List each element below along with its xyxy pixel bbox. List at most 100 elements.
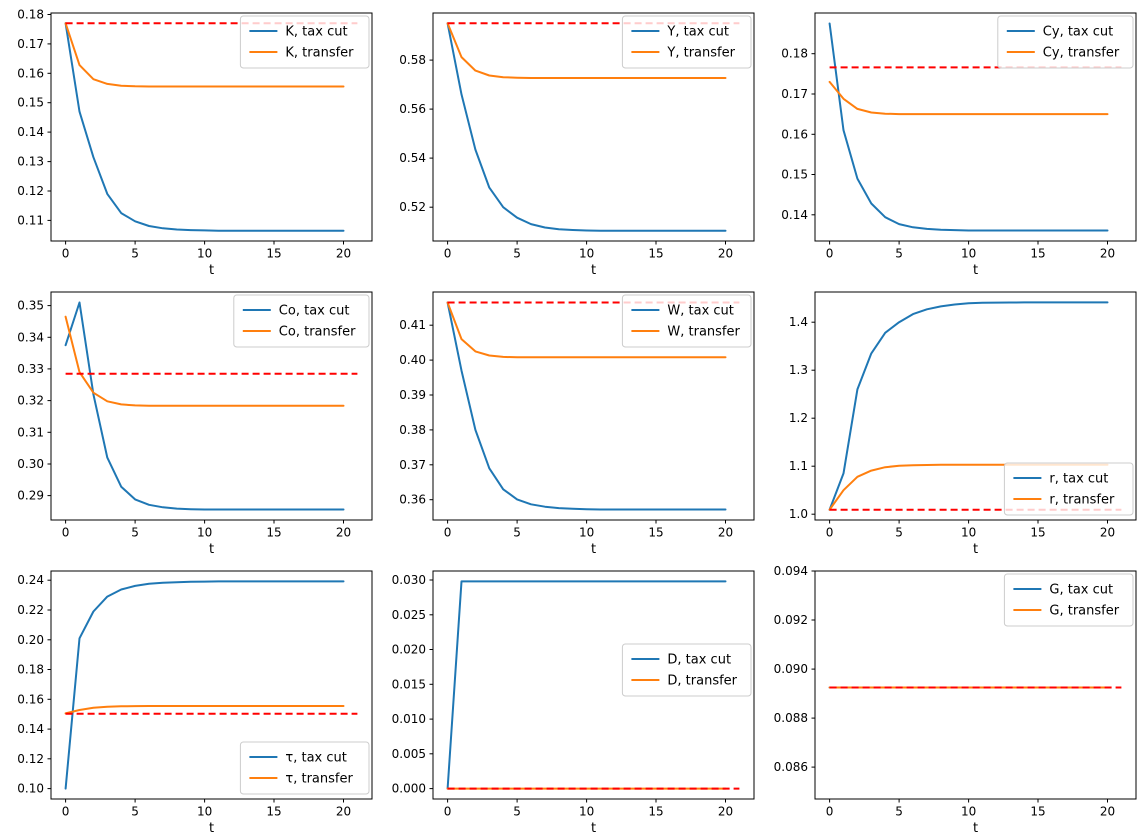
chart-r: 0 5 10 15 20 1.0 1.1 1.2 1.3 1.4 t r, tax cut r, tra…: [789, 291, 1137, 557]
series-line: [64, 22, 345, 232]
y-tick-label: 0.22: [17, 603, 44, 617]
x-tick-label: 0: [826, 526, 834, 540]
x-axis-label: t: [591, 263, 596, 278]
y-tick-label: 0.025: [392, 608, 426, 622]
chart-g: 0 5 10 15 20 0.086 0.088 0.090 0.092 0.094 t G, tax…: [774, 564, 1137, 836]
x-tick-label: 5: [513, 805, 521, 819]
legend-label: K, transfer: [285, 46, 354, 61]
legend: Y, tax cut Y, transfer: [621, 15, 752, 69]
y-tick-label: 0.14: [17, 722, 44, 736]
x-tick-label: 0: [826, 805, 834, 819]
x-tick-label: 10: [579, 526, 594, 540]
x-tick-label: 15: [1030, 247, 1045, 261]
legend-label: D, tax cut: [667, 653, 731, 668]
y-tick-label: 0.18: [17, 8, 44, 22]
y-tick-label: 0.12: [17, 752, 44, 766]
y-tick-label: 0.33: [17, 362, 44, 376]
x-tick-label: 5: [131, 805, 139, 819]
x-tick-label: 0: [62, 526, 70, 540]
y-tick-label: 0.30: [17, 457, 44, 471]
x-tick-label: 15: [266, 526, 281, 540]
legend-label: Y, tax cut: [666, 25, 729, 40]
y-tick-label: 0.34: [17, 330, 44, 344]
x-tick-label: 5: [131, 526, 139, 540]
y-tick-label: 0.094: [774, 564, 808, 578]
series-line: [446, 22, 727, 79]
series-line: [64, 301, 345, 511]
legend-label: G, transfer: [1049, 604, 1119, 619]
x-tick-label: 10: [961, 805, 976, 819]
subplot-y: 0 5 10 15 20 0.52 0.54 0.56 0.58 t Y, tax cut Y, tr…: [382, 0, 764, 279]
y-tick-label: 0.16: [17, 66, 44, 80]
subplot-k: 0 5 10 15 20 0.11 0.12 0.13 0.14 0.15 0.16 0.17 0.18…: [0, 0, 382, 279]
subplot-cy: 0 5 10 15 20 0.14 0.15 0.16 0.17 0.18 t Cy, tax cut…: [764, 0, 1145, 279]
series-line: [828, 80, 1109, 116]
y-tick-label: 0.086: [774, 760, 808, 774]
y-tick-label: 1.3: [789, 363, 808, 377]
legend-label: Y, transfer: [666, 46, 735, 61]
axes-spines: [50, 291, 373, 521]
axes-spines: [432, 291, 755, 521]
y-tick-label: 0.15: [17, 96, 44, 110]
y-tick-label: 0.17: [17, 37, 44, 51]
y-tick-label: 0.14: [17, 125, 44, 139]
y-tick-label: 0.090: [774, 662, 808, 676]
x-axis-label: t: [973, 542, 978, 557]
x-tick-label: 20: [718, 247, 733, 261]
legend-label: W, tax cut: [667, 304, 734, 319]
y-tick-label: 0.54: [399, 151, 426, 165]
y-tick-label: 0.32: [17, 394, 44, 408]
y-tick-label: 0.10: [17, 782, 44, 796]
series-line: [828, 301, 1109, 511]
y-tick-label: 0.005: [392, 747, 426, 761]
x-axis-label: t: [973, 263, 978, 278]
x-tick-label: 5: [895, 805, 903, 819]
legend-label: τ, tax cut: [285, 751, 346, 766]
y-tick-label: 0.17: [781, 87, 808, 101]
x-axis-label: t: [591, 821, 596, 836]
x-tick-label: 10: [197, 805, 212, 819]
series-line: [64, 315, 345, 407]
legend: D, tax cut D, transfer: [621, 643, 752, 697]
x-tick-label: 5: [895, 526, 903, 540]
x-tick-label: 0: [62, 247, 70, 261]
x-tick-label: 0: [826, 247, 834, 261]
x-axis-label: t: [973, 821, 978, 836]
y-tick-label: 0.41: [399, 318, 426, 332]
y-tick-label: 0.12: [17, 184, 44, 198]
subplot-w: 0 5 10 15 20 0.36 0.37 0.38 0.39 0.40 0.41 t W, tax …: [382, 279, 764, 558]
legend-box: [621, 294, 752, 348]
axes-spines: [432, 12, 755, 242]
x-tick-label: 20: [336, 526, 351, 540]
legend-label: D, transfer: [667, 674, 737, 689]
x-tick-label: 10: [197, 247, 212, 261]
subplot-co: 0 5 10 15 20 0.29 0.30 0.31 0.32 0.33 0.34 0.35 t Co,…: [0, 279, 382, 558]
legend: W, tax cut W, transfer: [621, 294, 752, 348]
legend-label: Co, tax cut: [279, 304, 350, 319]
subplot-g: 0 5 10 15 20 0.086 0.088 0.090 0.092 0.094 t G, tax…: [764, 558, 1145, 837]
x-axis-label: t: [209, 263, 214, 278]
x-axis-label: t: [209, 542, 214, 557]
subplot-r: 0 5 10 15 20 1.0 1.1 1.2 1.3 1.4 t r, tax cut r, tra…: [764, 279, 1145, 558]
y-tick-label: 0.020: [392, 643, 426, 657]
legend-label: K, tax cut: [285, 25, 347, 40]
y-tick-label: 0.11: [17, 213, 44, 227]
legend-box: [997, 15, 1134, 69]
chart-k: 0 5 10 15 20 0.11 0.12 0.13 0.14 0.15 0.16 0.17 0.18…: [17, 8, 373, 278]
x-tick-label: 5: [513, 526, 521, 540]
x-tick-label: 10: [579, 805, 594, 819]
x-tick-label: 15: [648, 247, 663, 261]
y-tick-label: 0.58: [399, 53, 426, 67]
x-tick-label: 20: [336, 805, 351, 819]
series-line: [446, 580, 727, 790]
legend-label: r, transfer: [1049, 493, 1115, 508]
legend-label: r, tax cut: [1049, 472, 1108, 487]
legend: Co, tax cut Co, transfer: [233, 294, 370, 348]
y-tick-label: 0.092: [774, 613, 808, 627]
x-tick-label: 20: [718, 526, 733, 540]
x-tick-label: 10: [961, 247, 976, 261]
y-tick-label: 0.52: [399, 200, 426, 214]
series-line: [446, 22, 727, 232]
x-tick-label: 15: [648, 526, 663, 540]
